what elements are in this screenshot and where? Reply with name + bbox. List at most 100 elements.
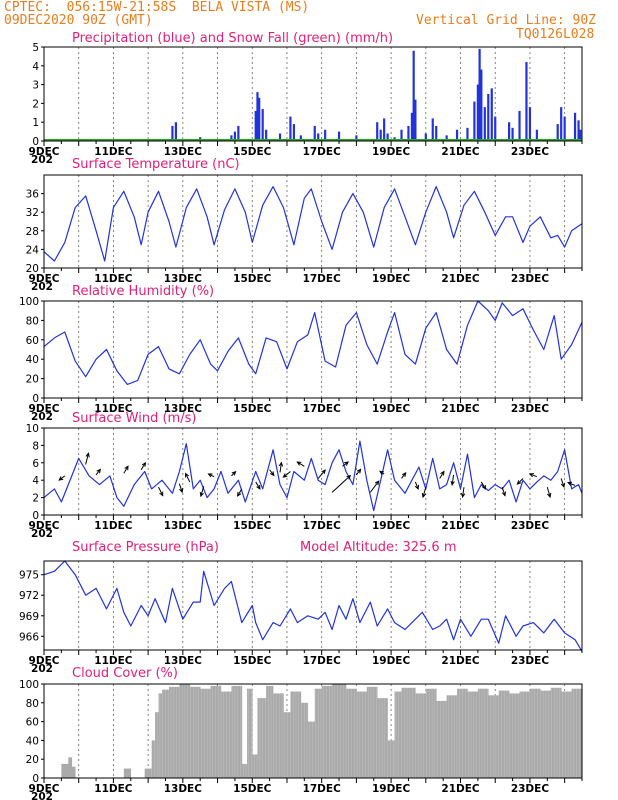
precip-bar — [579, 129, 582, 141]
temperature-xtick-label: 9DEC — [29, 273, 60, 285]
wind-arrow-head — [278, 461, 284, 467]
header-station: CPTEC: 056:15W-21:58S BELA VISTA (MS) — [4, 0, 310, 15]
cloud-bar — [366, 686, 378, 778]
pressure-xtick-label: 23DEC — [511, 655, 550, 667]
precip-bar — [313, 125, 316, 141]
wind-arrow-head — [270, 471, 275, 477]
cloud-bar — [415, 693, 427, 778]
wind-arrow — [317, 469, 326, 479]
precipitation-ytick-label: 2 — [32, 98, 39, 110]
cloud-xtick-label: 9DEC — [29, 783, 60, 795]
cloud-ytick-label: 0 — [32, 773, 39, 785]
wind-arrow-head — [124, 465, 129, 471]
humidity-xtick-label: 17DEC — [303, 403, 342, 415]
precip-bar — [511, 127, 514, 141]
temperature-xtick-label: 21DEC — [441, 273, 480, 285]
cloud-bar — [273, 693, 284, 778]
wind-arrow-head — [85, 452, 90, 458]
precip-bar — [171, 125, 174, 141]
precip-bar — [337, 131, 341, 141]
wind-arrow — [462, 487, 465, 498]
wind-arrow — [501, 487, 506, 496]
precip-bar — [563, 116, 566, 141]
precipitation-ytick-label: 1 — [32, 117, 39, 129]
pressure-ytick-label: 966 — [19, 631, 39, 643]
cloud-bar — [155, 712, 159, 778]
cloud-bar — [394, 691, 402, 778]
temperature-ytick-label: 28 — [26, 226, 39, 238]
precipitation-xtick-label: 13DEC — [164, 146, 203, 158]
wind-arrow — [185, 473, 191, 483]
wind-arrow — [439, 471, 445, 479]
cloud-bar — [200, 688, 211, 778]
wind-arrow — [140, 462, 146, 471]
wind-title: Surface Wind (m/s) — [72, 411, 196, 426]
wind-arrow — [342, 461, 349, 467]
precipitation-ytick-label: 3 — [32, 80, 39, 92]
temperature-ytick-label: 36 — [26, 189, 40, 201]
pressure-xtick-label: 21DEC — [441, 655, 480, 667]
pressure-xtick-label: 9DEC — [29, 655, 60, 667]
pressure-annotation: Model Altitude: 325.6 m — [300, 540, 457, 555]
humidity-ytick-label: 80 — [26, 315, 39, 327]
cloud-bar — [401, 687, 416, 778]
cloud-xtick-label: 17DEC — [303, 783, 342, 795]
precip-bar — [258, 97, 261, 141]
cloud-bar — [252, 754, 258, 778]
wind-xtick-label: 11DEC — [94, 520, 133, 532]
cloud-year-fragment: 202 — [31, 791, 53, 800]
cloud-bar — [467, 691, 479, 778]
wind-arrow-head — [296, 461, 302, 466]
wind-arrow — [200, 486, 205, 497]
wind-ytick-label: 4 — [32, 475, 39, 487]
wind-arrow — [297, 461, 305, 467]
precip-bar — [483, 107, 486, 141]
precip-bar — [261, 109, 264, 141]
cloud-xtick-label: 13DEC — [164, 783, 203, 795]
cloud-xtick-label: 21DEC — [441, 783, 480, 795]
wind-arrow — [567, 482, 576, 486]
wind-arrow-head — [346, 474, 352, 480]
cloud-bar — [446, 695, 458, 778]
cloud-bar — [210, 685, 222, 778]
wind-arrow-head — [207, 473, 213, 478]
wind-arrow-head — [96, 468, 101, 474]
precip-bar — [525, 62, 528, 141]
wind-arrow-head — [159, 491, 164, 497]
wind-xtick-label: 13DEC — [164, 520, 203, 532]
wind-ytick-label: 2 — [32, 493, 39, 505]
precip-bar — [317, 133, 320, 141]
humidity-xtick-label: 21DEC — [441, 403, 480, 415]
wind-arrow-head — [185, 472, 190, 478]
cloud-bar — [509, 693, 520, 778]
humidity-xtick-label: 11DEC — [94, 403, 133, 415]
wind-ytick-label: 8 — [32, 440, 39, 452]
wind-arrow-head — [528, 473, 534, 478]
precip-bar — [299, 135, 302, 141]
precip-bar — [455, 129, 459, 141]
wind-xtick-label: 15DEC — [233, 520, 272, 532]
cloud-bar — [162, 689, 170, 778]
precip-bar — [376, 122, 379, 141]
precipitation-xtick-label: 19DEC — [372, 146, 411, 158]
precip-bar — [414, 99, 417, 141]
wind-arrow-head — [460, 492, 466, 499]
cloud-bar — [300, 702, 309, 778]
wind-ytick-label: 6 — [32, 458, 39, 470]
wind-xtick-label: 17DEC — [303, 520, 342, 532]
precipitation-xtick-label: 11DEC — [94, 146, 133, 158]
wind-year-fragment: 202 — [31, 528, 53, 540]
humidity-xtick-label: 13DEC — [164, 403, 203, 415]
header-date: 09DEC2020 90Z (GMT) — [4, 13, 153, 28]
temperature-year-fragment: 202 — [31, 281, 53, 293]
wind-arrow — [414, 481, 419, 490]
wind-arrow-head — [379, 470, 384, 476]
humidity-panel — [41, 300, 583, 403]
header-model: TQ0126L028 — [516, 27, 595, 42]
cloud-bar — [550, 687, 562, 778]
precip-bar — [237, 125, 240, 141]
wind-arrow-head — [516, 480, 522, 485]
cloud-bar — [158, 693, 163, 778]
wind-arrow — [529, 473, 538, 478]
